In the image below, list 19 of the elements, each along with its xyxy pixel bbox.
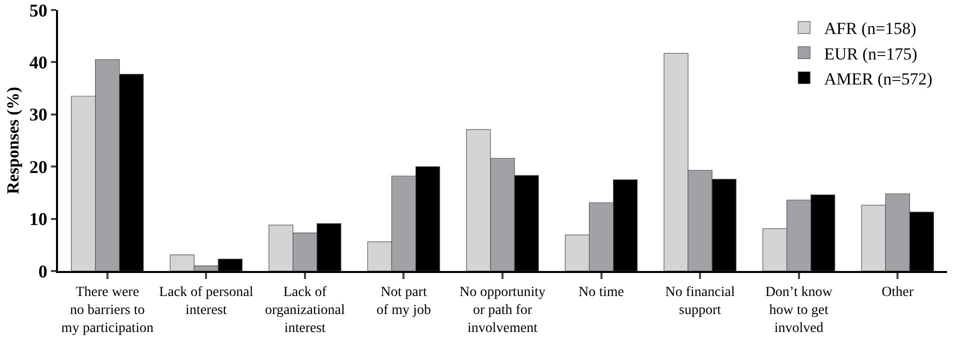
y-tick-label: 50 (29, 0, 48, 20)
y-axis-title: Responses (%) (3, 86, 22, 194)
y-tick-label: 40 (29, 52, 48, 72)
x-tick-label: Lack of organizational interest (265, 284, 345, 336)
legend-label: EUR (n=175) (824, 44, 918, 64)
x-tick-label: Lack of personal interest (159, 284, 254, 318)
x-tick-label: No financial support (665, 284, 735, 318)
y-tick-label: 20 (29, 156, 48, 177)
x-tick-label: Don’t know how to get involved (765, 284, 834, 336)
legend-label: AMER (n=572) (824, 69, 932, 88)
legend-label: AFR (n=158) (824, 19, 916, 38)
x-tick-label: There were no barriers to my participation (61, 284, 154, 336)
x-tick-label: No opportunity or path for involvement (460, 284, 546, 336)
y-tick-label: 30 (29, 104, 48, 125)
y-tick-label: 0 (38, 261, 48, 282)
x-tick-label: No time (578, 284, 624, 300)
y-tick-label: 10 (29, 209, 48, 230)
x-tick-label: Not part of my job (376, 284, 431, 318)
x-tick-label: Other (882, 284, 914, 300)
